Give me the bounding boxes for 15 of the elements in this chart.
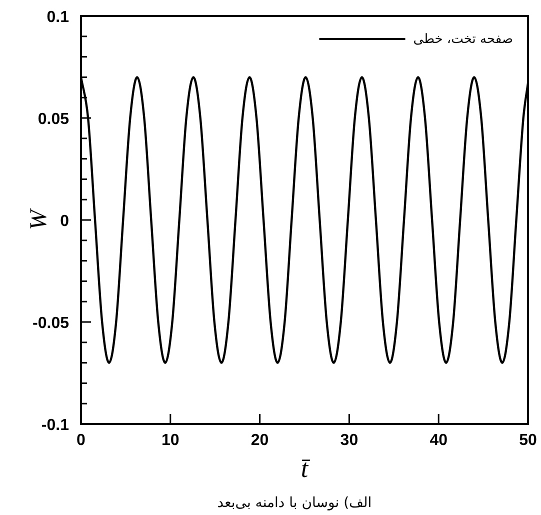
x-axis-title: t̄ <box>300 454 311 483</box>
y-tick-label: 0 <box>60 213 70 230</box>
x-tick-label: 30 <box>340 432 358 449</box>
y-tick-label: 0.05 <box>38 111 70 128</box>
x-tick-label: 10 <box>162 432 180 449</box>
x-tick-label: 0 <box>76 432 86 449</box>
x-tick-label: 20 <box>250 432 269 449</box>
x-tick-label: 50 <box>519 432 537 449</box>
y-tick-label: -0.05 <box>32 315 70 332</box>
text: صفحه تخت، خطی <box>413 32 513 47</box>
y-axis-title: W <box>26 208 52 230</box>
y-tick-label: -0.1 <box>41 417 70 434</box>
text: الف) نوسان با دامنه بی‌بعد <box>217 495 372 511</box>
y-tick-label: 0.1 <box>46 9 70 26</box>
x-tick-label: 40 <box>430 432 448 449</box>
